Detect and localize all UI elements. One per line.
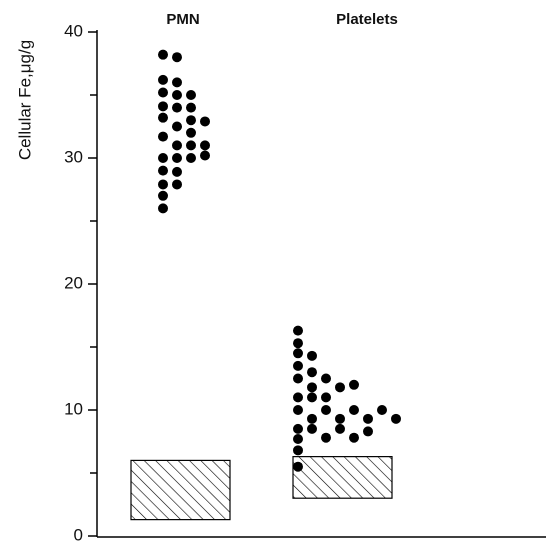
dot <box>158 165 168 176</box>
dot <box>293 461 303 472</box>
y-tick-label: 30 <box>64 147 83 166</box>
dot <box>363 426 373 437</box>
dot <box>293 373 303 384</box>
dot <box>172 52 182 63</box>
dot <box>293 325 303 336</box>
dot <box>307 350 317 361</box>
dot <box>293 405 303 415</box>
dot <box>293 433 303 444</box>
y-tick-label: 20 <box>64 273 83 292</box>
dot <box>321 432 331 443</box>
dot <box>321 405 331 415</box>
dot <box>172 153 182 163</box>
dot <box>186 140 196 151</box>
dot <box>307 367 317 378</box>
y-tick-label: 40 <box>64 21 83 40</box>
dot <box>307 382 317 393</box>
dot <box>335 413 345 424</box>
dot <box>293 392 303 403</box>
dot <box>391 413 401 424</box>
dot <box>172 166 182 177</box>
dot <box>335 382 345 393</box>
range-box <box>292 456 393 499</box>
dot <box>172 140 182 151</box>
dot <box>186 102 196 113</box>
dot <box>186 127 196 138</box>
dot <box>293 348 303 359</box>
dot <box>307 392 317 403</box>
dot <box>349 432 359 443</box>
dot <box>293 423 303 434</box>
dot <box>363 413 373 424</box>
category-label: Platelets <box>336 11 398 28</box>
dot <box>172 121 182 132</box>
dot <box>349 405 359 415</box>
dot <box>158 190 168 201</box>
dot <box>349 379 359 390</box>
range-box <box>130 459 231 521</box>
y-tick-label: 0 <box>74 525 83 542</box>
dot <box>158 101 168 112</box>
dot <box>158 49 168 60</box>
dot <box>172 77 182 88</box>
dot <box>186 153 196 163</box>
dot <box>307 423 317 434</box>
dot <box>172 102 182 113</box>
dot <box>158 131 168 142</box>
dot <box>158 153 168 163</box>
dot <box>172 90 182 100</box>
dot <box>200 150 210 161</box>
dot <box>158 203 168 214</box>
dot <box>321 373 331 384</box>
dot <box>158 179 168 190</box>
dot <box>321 392 331 403</box>
dot <box>172 179 182 190</box>
dot <box>158 112 168 123</box>
dot <box>186 90 196 100</box>
dot <box>377 405 387 415</box>
dot <box>158 74 168 85</box>
dot <box>158 87 168 98</box>
dot <box>335 423 345 434</box>
y-axis-label: Cellular Fe,μg/g <box>15 40 34 160</box>
dot <box>293 360 303 371</box>
dot <box>186 115 196 126</box>
dot <box>293 338 303 349</box>
dot <box>200 116 210 127</box>
dot <box>200 140 210 151</box>
y-tick-label: 10 <box>64 399 83 418</box>
dot <box>307 413 317 424</box>
category-label: PMN <box>166 11 199 28</box>
dot <box>293 445 303 456</box>
